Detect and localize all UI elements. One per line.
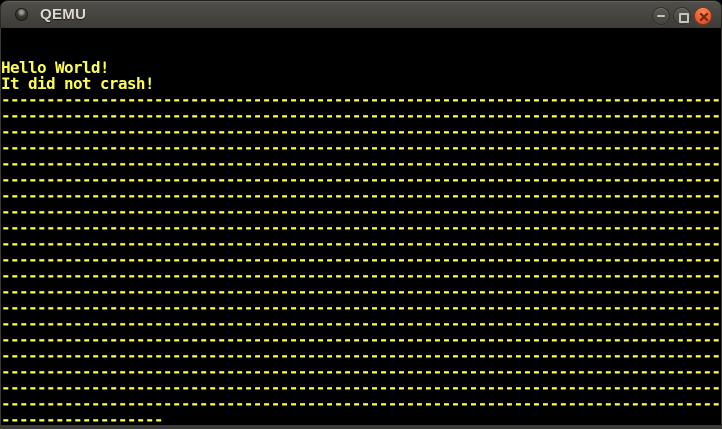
close-button[interactable]: [694, 7, 712, 25]
terminal-line: ----------------------------------------…: [1, 170, 721, 189]
terminal-line: ----------------------------------------…: [1, 314, 721, 333]
terminal-line: ----------------------------------------…: [1, 202, 721, 221]
minimize-button[interactable]: [652, 7, 670, 25]
terminal-line: ----------------------------------------…: [1, 362, 721, 381]
titlebar[interactable]: QEMU: [0, 0, 722, 28]
maximize-button[interactable]: [673, 7, 691, 25]
terminal-line: ----------------------------------------…: [1, 250, 721, 269]
terminal-line: It did not crash!: [1, 74, 155, 93]
terminal-line: ----------------------------------------…: [1, 330, 721, 349]
terminal-line: ----------------------------------------…: [1, 106, 721, 125]
terminal-line: Hello World!: [1, 58, 110, 77]
terminal-screen[interactable]: Hello World! It did not crash! -----------…: [1, 28, 721, 425]
terminal-line: ----------------------------------------…: [1, 138, 721, 157]
terminal-line: ----------------------------------------…: [1, 154, 721, 173]
terminal-line: ----------------------------------------…: [1, 378, 721, 397]
terminal-line: ----------------------------------------…: [1, 234, 721, 253]
terminal-line: [1, 28, 721, 44]
terminal-line: ------------------: [1, 410, 164, 426]
close-icon: [699, 12, 709, 22]
maximize-icon: [679, 13, 689, 23]
terminal-line: ----------------------------------------…: [1, 90, 721, 109]
terminal-line: ----------------------------------------…: [1, 346, 721, 365]
terminal-line: ----------------------------------------…: [1, 298, 721, 317]
terminal-line: ----------------------------------------…: [1, 282, 721, 301]
qemu-window-icon: [15, 8, 28, 21]
terminal-line: ----------------------------------------…: [1, 394, 721, 413]
minimize-icon: [657, 15, 665, 17]
terminal-line: ----------------------------------------…: [1, 218, 721, 237]
window-title: QEMU: [40, 6, 87, 23]
display-frame: Hello World! It did not crash! -----------…: [0, 28, 722, 429]
window-controls: [652, 7, 712, 25]
terminal-line: ----------------------------------------…: [1, 186, 721, 205]
terminal-line: [1, 44, 721, 60]
terminal-line: ----------------------------------------…: [1, 266, 721, 285]
terminal-line: ----------------------------------------…: [1, 122, 721, 141]
